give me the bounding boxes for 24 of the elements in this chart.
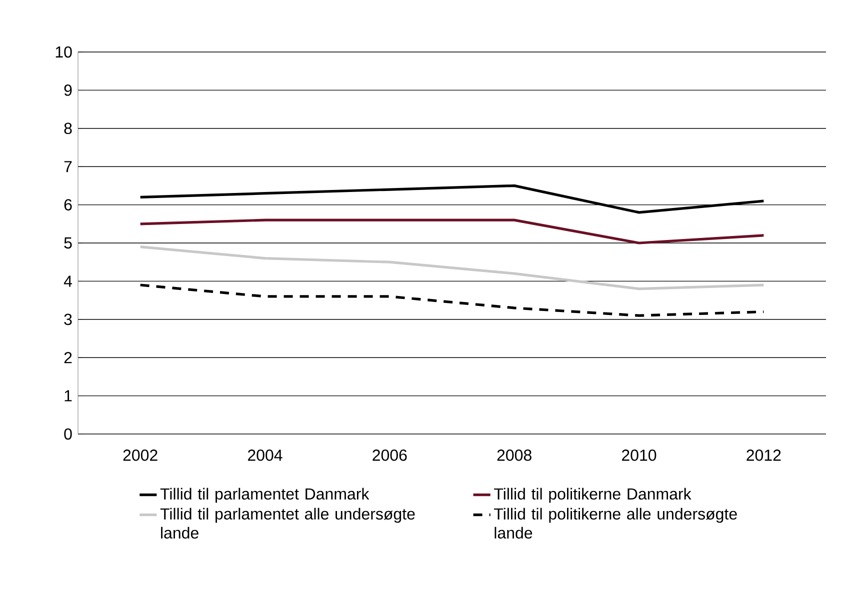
x-tick-label: 2006 — [372, 450, 407, 461]
legend-label: Tillid til parlamentet alle undersøgte lande — [160, 508, 415, 539]
x-tick-label: 2008 — [497, 450, 532, 461]
y-tick-label: 3 — [64, 314, 72, 326]
legend-label: Tillid til politikerne alle undersøgte lande — [494, 508, 737, 539]
y-tick-label: 0 — [64, 428, 72, 440]
y-tick-label: 8 — [64, 122, 72, 134]
y-tick-label: 7 — [64, 161, 72, 172]
x-tick-label: 2010 — [622, 450, 656, 461]
y-tick-label: 2 — [64, 352, 72, 364]
y-tick-label: 6 — [64, 199, 72, 210]
line-series — [139, 184, 765, 214]
x-tick-label: 2012 — [746, 450, 781, 461]
y-tick-label: 4 — [64, 276, 72, 287]
y-tick-label: 1 — [64, 390, 72, 402]
x-tick-label: 2004 — [248, 450, 282, 461]
legend-label: Tillid til politikerne Danmark — [494, 488, 692, 503]
y-tick-label: 10 — [56, 46, 72, 58]
y-tick-label: 5 — [64, 237, 72, 249]
y-tick-label: 9 — [64, 84, 72, 96]
line-series — [139, 284, 765, 317]
line-series — [139, 246, 765, 290]
legend-label: Tillid til parlamentet Danmark — [160, 488, 370, 503]
x-tick-label: 2002 — [123, 450, 158, 461]
